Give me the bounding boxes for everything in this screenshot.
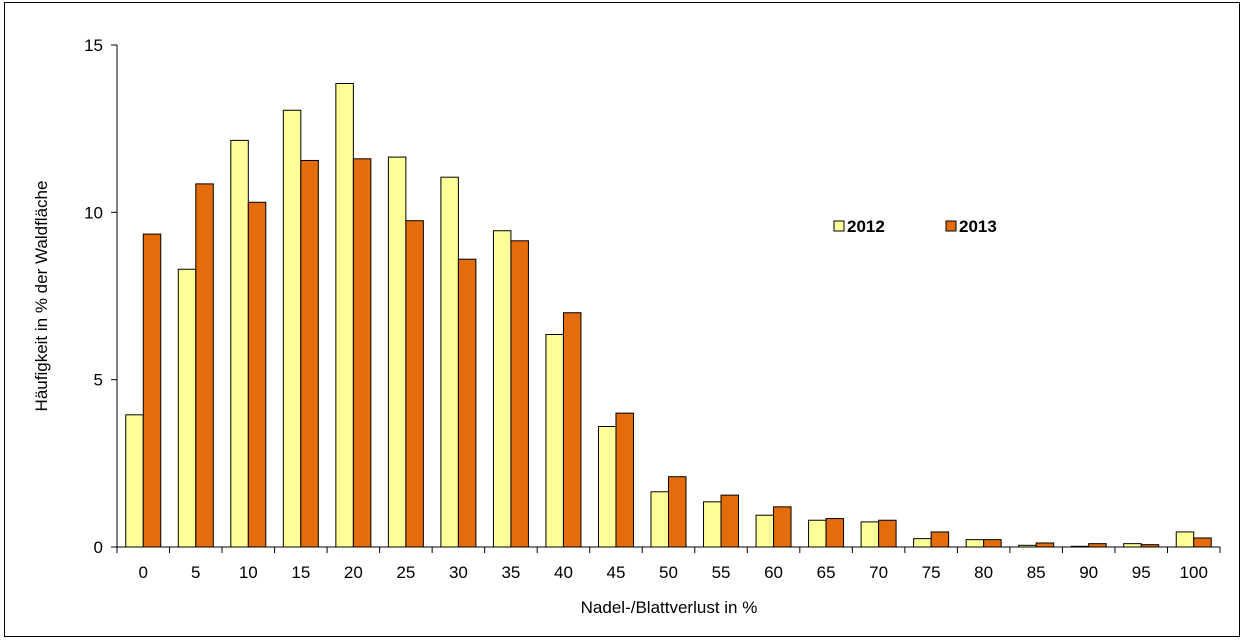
y-tick-label: 10 xyxy=(84,203,103,222)
bar-2013-25 xyxy=(405,220,424,548)
x-tick-label: 55 xyxy=(712,563,731,582)
x-tick-label: 80 xyxy=(974,563,993,582)
x-tick-label: 70 xyxy=(869,563,888,582)
bar-2013-0 xyxy=(142,233,162,548)
bar-2012-10 xyxy=(230,139,249,548)
y-tick-label: 15 xyxy=(84,36,103,55)
x-tick-label: 100 xyxy=(1180,563,1208,582)
bar-2012-60 xyxy=(755,514,775,548)
bar-2013-50 xyxy=(668,476,687,548)
bar-2013-15 xyxy=(300,159,319,548)
x-tick-label: 10 xyxy=(239,563,258,582)
y-axis-title: Häufigkeit in % der Waldfläche xyxy=(32,181,51,412)
bar-2012-65 xyxy=(808,519,827,548)
bar-2013-60 xyxy=(773,506,792,548)
bar-2012-70 xyxy=(860,521,880,548)
y-tick-label: 0 xyxy=(94,538,103,557)
bar-2013-35 xyxy=(510,240,529,548)
bar-2012-45 xyxy=(597,426,617,548)
x-tick-label: 90 xyxy=(1079,563,1098,582)
bar-2013-30 xyxy=(457,258,477,548)
y-tick-label: 5 xyxy=(94,371,103,390)
bar-2013-70 xyxy=(878,519,897,548)
x-tick-label: 30 xyxy=(449,563,468,582)
bar-2012-20 xyxy=(335,82,354,548)
bar-2013-90 xyxy=(1088,543,1107,548)
x-axis-title: Nadel-/Blattverlust in % xyxy=(581,598,758,617)
bar-2012-30 xyxy=(440,176,459,548)
x-tick-label: 75 xyxy=(922,563,941,582)
bar-2013-75 xyxy=(930,531,950,548)
bar-2012-50 xyxy=(650,491,669,548)
axes-layer xyxy=(111,44,1221,553)
bars-layer xyxy=(125,82,1212,548)
bar-2012-75 xyxy=(913,538,932,548)
legend-label-2013: 2013 xyxy=(959,217,997,236)
bar-2012-25 xyxy=(387,156,407,548)
x-tick-label: 85 xyxy=(1027,563,1046,582)
x-tick-label: 45 xyxy=(607,563,626,582)
legend-swatch-2012 xyxy=(833,220,845,232)
x-tick-label: 5 xyxy=(191,563,200,582)
bar-2012-100 xyxy=(1175,531,1195,548)
x-tick-label: 35 xyxy=(501,563,520,582)
x-tick-label: 20 xyxy=(344,563,363,582)
legend: 2012 2013 xyxy=(833,217,997,236)
bar-2012-35 xyxy=(492,230,512,548)
bar-2013-10 xyxy=(247,201,267,548)
bar-2013-80 xyxy=(983,539,1002,548)
bar-2012-55 xyxy=(703,501,722,548)
x-tick-label: 0 xyxy=(139,563,148,582)
x-tick-label: 40 xyxy=(554,563,573,582)
bar-2013-65 xyxy=(825,518,845,548)
x-tick-label: 15 xyxy=(291,563,310,582)
bar-2012-80 xyxy=(965,539,985,548)
x-tick-label: 25 xyxy=(396,563,415,582)
legend-label-2012: 2012 xyxy=(847,217,885,236)
bar-2013-100 xyxy=(1193,537,1212,548)
bar-2013-55 xyxy=(720,494,740,548)
x-tick-label: 50 xyxy=(659,563,678,582)
x-tick-label: 65 xyxy=(817,563,836,582)
x-tick-label: 95 xyxy=(1132,563,1151,582)
bar-2013-45 xyxy=(615,412,634,548)
bar-2012-40 xyxy=(545,333,564,548)
bar-2013-85 xyxy=(1035,542,1055,548)
bar-2012-5 xyxy=(177,268,197,548)
bar-2012-15 xyxy=(282,109,302,548)
bar-2013-20 xyxy=(352,158,372,548)
x-tick-label: 60 xyxy=(764,563,783,582)
legend-swatch-2013 xyxy=(945,220,957,232)
bar-2012-0 xyxy=(125,414,144,548)
bar-2013-5 xyxy=(195,183,214,548)
bar-2012-95 xyxy=(1123,543,1142,548)
labels-layer: 0 5 10 15 0 5 10 15 20 25 30 35 40 45 50 55 60 65 70 75 80 85… xyxy=(84,36,1208,582)
bar-2013-40 xyxy=(562,312,582,548)
